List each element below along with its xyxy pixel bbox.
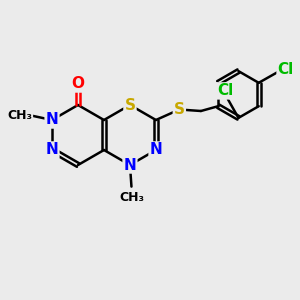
Text: N: N (150, 142, 162, 158)
Text: N: N (46, 112, 59, 128)
Text: O: O (71, 76, 85, 92)
Text: Cl: Cl (217, 83, 233, 98)
Text: N: N (124, 158, 136, 172)
Text: S: S (124, 98, 136, 112)
Text: S: S (174, 102, 185, 117)
Text: N: N (46, 142, 59, 158)
Text: Cl: Cl (278, 62, 294, 77)
Text: CH₃: CH₃ (119, 190, 144, 204)
Text: CH₃: CH₃ (7, 109, 32, 122)
